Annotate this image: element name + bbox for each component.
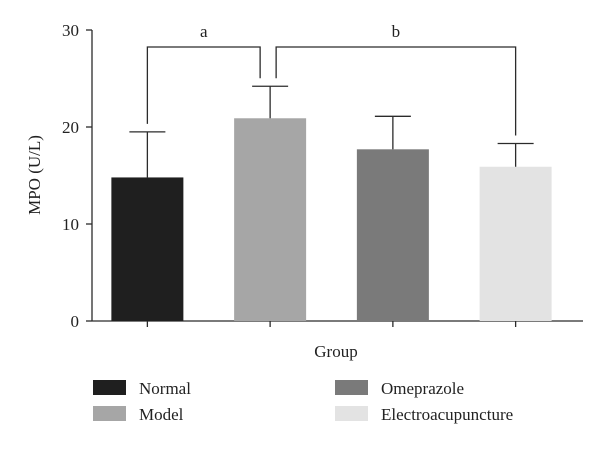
significance-label-b: b (392, 22, 401, 41)
x-axis-label: Group (314, 342, 357, 361)
y-tick-label: 30 (62, 21, 79, 40)
error-bars-layer (129, 85, 534, 178)
bar-omeprazole (356, 149, 429, 321)
legend: Normal Model Omeprazole Electroacupuncture (93, 379, 513, 424)
legend-swatch-electroacupuncture (335, 406, 368, 421)
significance-bracket-a (146, 46, 261, 124)
legend-swatch-normal (93, 380, 126, 395)
legend-label-normal: Normal (139, 379, 191, 398)
legend-label-electroacupuncture: Electroacupuncture (381, 405, 513, 424)
legend-swatch-omeprazole (335, 380, 368, 395)
bars-layer (111, 118, 552, 322)
bar-electroacupuncture (479, 166, 552, 321)
legend-label-omeprazole: Omeprazole (381, 379, 464, 398)
y-tick-label: 20 (62, 118, 79, 137)
legend-label-model: Model (139, 405, 184, 424)
bar-normal (111, 177, 184, 321)
y-axis-label: MPO (U/L) (25, 135, 44, 215)
significance-bracket-b (275, 46, 517, 136)
legend-swatch-model (93, 406, 126, 421)
y-tick-label: 0 (71, 312, 80, 331)
significance-label-a: a (200, 22, 208, 41)
bar-model (234, 118, 307, 322)
y-tick-label: 10 (62, 215, 79, 234)
